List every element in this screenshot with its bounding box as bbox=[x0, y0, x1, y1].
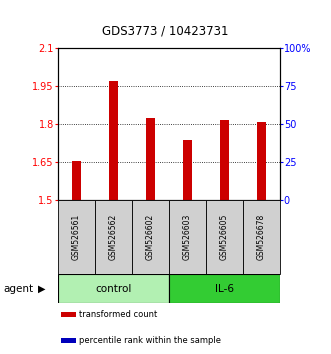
Bar bbox=[169, 274, 280, 303]
Bar bbox=[58, 200, 95, 274]
Bar bbox=[61, 338, 76, 343]
Text: transformed count: transformed count bbox=[79, 310, 158, 319]
Text: GSM526561: GSM526561 bbox=[72, 214, 81, 260]
Bar bbox=[109, 81, 118, 200]
Bar bbox=[95, 200, 132, 274]
Bar bbox=[257, 122, 266, 200]
Text: GSM526678: GSM526678 bbox=[257, 214, 266, 260]
Bar bbox=[220, 120, 229, 200]
Text: agent: agent bbox=[3, 284, 33, 293]
Bar bbox=[169, 200, 206, 274]
Bar bbox=[206, 200, 243, 274]
Text: control: control bbox=[95, 284, 131, 293]
Bar bbox=[183, 141, 192, 200]
Bar bbox=[61, 313, 76, 317]
Bar bbox=[72, 161, 81, 200]
Text: GSM526605: GSM526605 bbox=[220, 214, 229, 261]
Bar bbox=[243, 200, 280, 274]
Text: GSM526603: GSM526603 bbox=[183, 214, 192, 261]
Text: GSM526602: GSM526602 bbox=[146, 214, 155, 260]
Bar bbox=[58, 274, 169, 303]
Text: ▶: ▶ bbox=[38, 284, 45, 293]
Text: GDS3773 / 10423731: GDS3773 / 10423731 bbox=[102, 24, 229, 37]
Text: percentile rank within the sample: percentile rank within the sample bbox=[79, 336, 221, 345]
Text: GSM526562: GSM526562 bbox=[109, 214, 118, 260]
Text: IL-6: IL-6 bbox=[215, 284, 234, 293]
Bar bbox=[146, 118, 155, 200]
Bar bbox=[132, 200, 169, 274]
